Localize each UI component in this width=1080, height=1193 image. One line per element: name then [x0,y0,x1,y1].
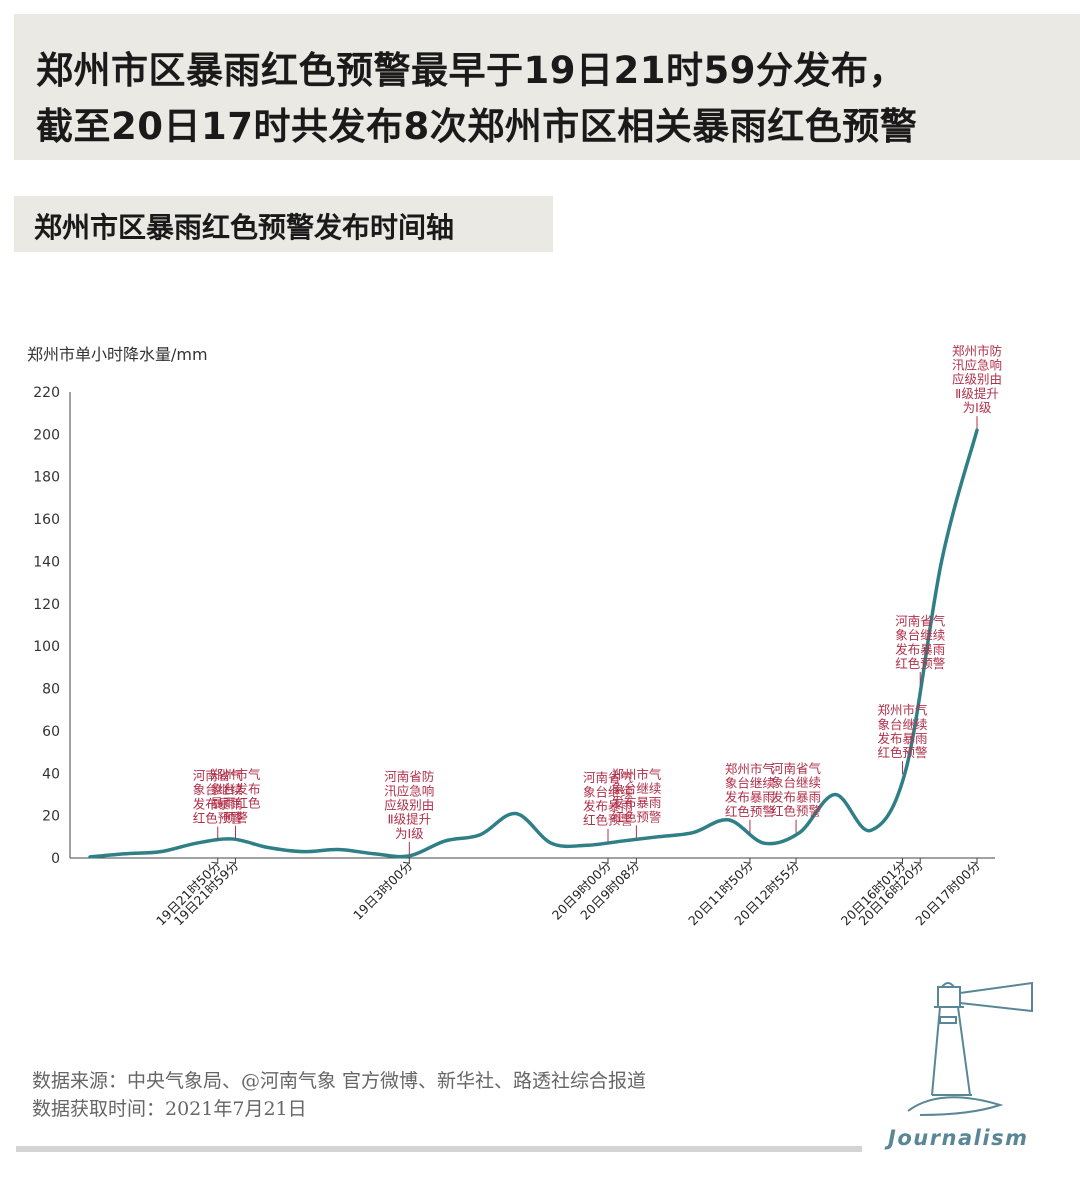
bottom-rule [16,1146,862,1152]
headline-line-1: 郑州市区暴雨红色预警最早于19日21时59分发布， [36,49,906,92]
chart-title: 郑州市区暴雨红色预警发布时间轴 [34,211,455,244]
y-tick-label: 140 [33,554,60,570]
source-line: 数据来源：中央气象局、@河南气象 官方微博、新华社、路透社综合报道 [32,1070,647,1092]
event-label: 郑州市气象台发布暴雨红色预警 [210,767,261,825]
y-tick-label: 40 [42,766,60,782]
logo-text: Journalism [888,1126,1029,1150]
event-label: 郑州市气象台继续发布暴雨红色预警 [877,703,928,761]
y-tick-label: 0 [51,851,60,867]
x-tick-label: 19日3时00分 [350,858,415,923]
event-label: 河南省气象台继续发布暴雨红色预警 [583,770,634,828]
y-axis-label: 郑州市单小时降水量/mm [27,345,208,364]
y-tick-label: 20 [42,809,60,825]
event-label: 郑州市气象台继续发布暴雨红色预警 [611,767,662,825]
y-tick-label: 120 [33,597,60,613]
y-tick-label: 80 [42,682,60,698]
rainfall-line [88,428,979,859]
event-label: 河南省气象台继续发布暴雨红色预警 [771,761,822,819]
y-tick-label: 180 [33,470,60,486]
data-date-line: 数据获取时间：2021年7月21日 [32,1098,307,1120]
event-label: 河南省防汛应急响应级别由 Ⅱ级提升为Ⅰ级 [384,769,434,841]
subtitle-box: 郑州市区暴雨红色预警发布时间轴 [14,196,553,252]
event-label: 河南省气象台继续发布暴雨红色预警 [895,613,946,671]
headline-line-2: 截至20日17时共发布8次郑州市区相关暴雨红色预警 [36,105,918,148]
chart: 郑州市单小时降水量/mm 0 20 40 60 80 100 120 140 160 180 200 2… [27,343,1002,928]
y-tick-label: 200 [33,427,60,443]
y-tick-label: 100 [33,639,60,655]
event-label: 郑州市防汛应急响应级别由 Ⅱ级提升为Ⅰ级 [952,343,1002,415]
headline-box: 郑州市区暴雨红色预警最早于19日21时59分发布， 截至20日17时共发布8次郑… [14,14,1080,160]
y-tick-label: 220 [33,385,60,401]
y-tick-label: 60 [42,724,60,740]
event-label: 郑州市气象台继续发布暴雨红色预警 [725,761,776,819]
event-label: 河南省气象台继续发布暴雨红色预警 [193,768,244,826]
y-tick-label: 160 [33,512,60,528]
lighthouse-icon [907,981,1033,1116]
